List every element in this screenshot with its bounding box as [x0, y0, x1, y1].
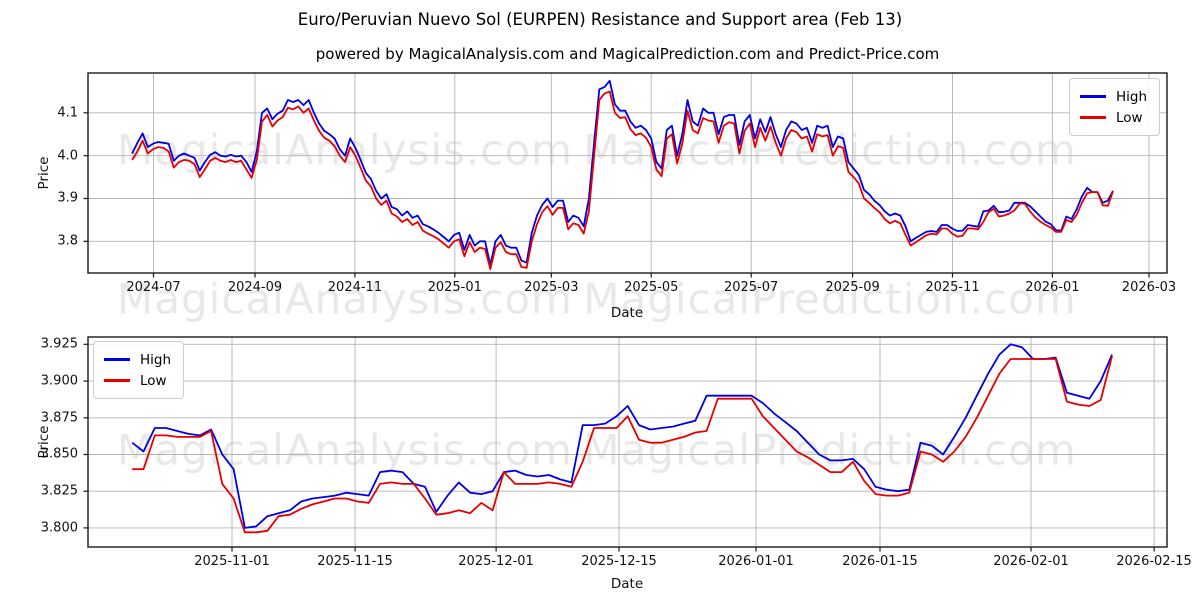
- watermark-prediction: MagicalPrediction.com: [583, 274, 1077, 324]
- x-tick-label: 2025-01: [427, 280, 482, 295]
- x-tick-label: 2024-09: [227, 280, 283, 295]
- legend-item-high: High: [1079, 86, 1147, 107]
- low-line-swatch: [104, 379, 130, 382]
- x-tick-label: 2025-11-01: [194, 554, 270, 569]
- y-axis-label: Price: [36, 425, 52, 459]
- legend-label-low: Low: [140, 372, 167, 389]
- high-line: [131, 343, 1113, 529]
- high-line-swatch: [104, 358, 130, 361]
- figure-title: Euro/Peruvian Nuevo Sol (EURPEN) Resista…: [297, 10, 903, 29]
- x-tick-label: 2025-11-15: [317, 554, 393, 569]
- legend-item-high: High: [104, 349, 171, 370]
- legend: High Low: [1068, 78, 1160, 136]
- low-line-swatch: [1079, 116, 1106, 119]
- low-line: [131, 90, 1114, 271]
- x-axis-label: Date: [610, 576, 644, 592]
- x-tick-label: 2026-03: [1121, 280, 1177, 295]
- watermark-analysis: MagicalAnalysis.com: [117, 274, 573, 324]
- x-tick-label: 2025-07: [723, 280, 779, 295]
- y-tick-label: 3.900: [40, 373, 78, 389]
- high-line-swatch: [1079, 95, 1106, 98]
- x-tick-label: 2025-12-01: [458, 554, 534, 569]
- y-tick-label: 3.850: [40, 446, 78, 462]
- watermark-prediction: MagicalPrediction.com: [583, 425, 1077, 475]
- y-tick-label: 4.1: [57, 105, 78, 121]
- y-tick-label: 4.0: [57, 148, 78, 164]
- plot-svg: [83, 336, 1168, 552]
- price-chart-zoom: High Low 2025-11-01 2025-11-15 2025-12-01 2…: [41, 336, 1192, 569]
- x-tick-label: 2025-11: [925, 280, 980, 295]
- x-axis-label: Date: [610, 305, 644, 321]
- low-line: [132, 355, 1113, 534]
- x-tick-label: 2026-01: [1025, 280, 1080, 295]
- legend-label-high: High: [1115, 88, 1147, 105]
- price-chart-main: High Low 2024-07 2024-09 2024-11 2025-01 202…: [57, 72, 1176, 295]
- legend-label-low: Low: [1115, 109, 1143, 126]
- legend-item-low: Low: [104, 370, 171, 391]
- x-tick-label: 2026-02-01: [993, 554, 1069, 569]
- y-tick-label: 3.875: [40, 410, 78, 426]
- x-tick-label: 2025-05: [624, 280, 679, 295]
- y-tick-label: 3.925: [40, 336, 78, 352]
- x-tick-label: 2025-03: [524, 280, 579, 295]
- legend-label-high: High: [140, 351, 172, 368]
- legend-item-low: Low: [1079, 107, 1147, 128]
- x-tick-label: 2025-09: [825, 280, 880, 295]
- figure-subtitle: powered by MagicalAnalysis.com and Magic…: [315, 45, 940, 63]
- x-tick-label: 2026-01-01: [718, 554, 794, 569]
- y-axis-label: Price: [36, 156, 52, 190]
- x-tick-label: 2026-02-15: [1116, 554, 1192, 569]
- x-tick-label: 2024-07: [126, 280, 181, 295]
- y-tick-label: 3.800: [40, 520, 78, 536]
- plot-svg: [83, 72, 1168, 278]
- x-tick-label: 2025-12-15: [581, 554, 657, 569]
- legend: High Low: [93, 341, 185, 399]
- x-tick-label: 2024-11: [327, 280, 383, 295]
- high-line: [131, 79, 1114, 266]
- y-tick-label: 3.9: [57, 190, 78, 206]
- watermark-analysis: MagicalAnalysis.com: [117, 125, 573, 175]
- y-tick-label: 3.825: [40, 483, 78, 499]
- y-tick-label: 3.8: [57, 233, 78, 249]
- x-tick-label: 2026-01-15: [842, 554, 918, 569]
